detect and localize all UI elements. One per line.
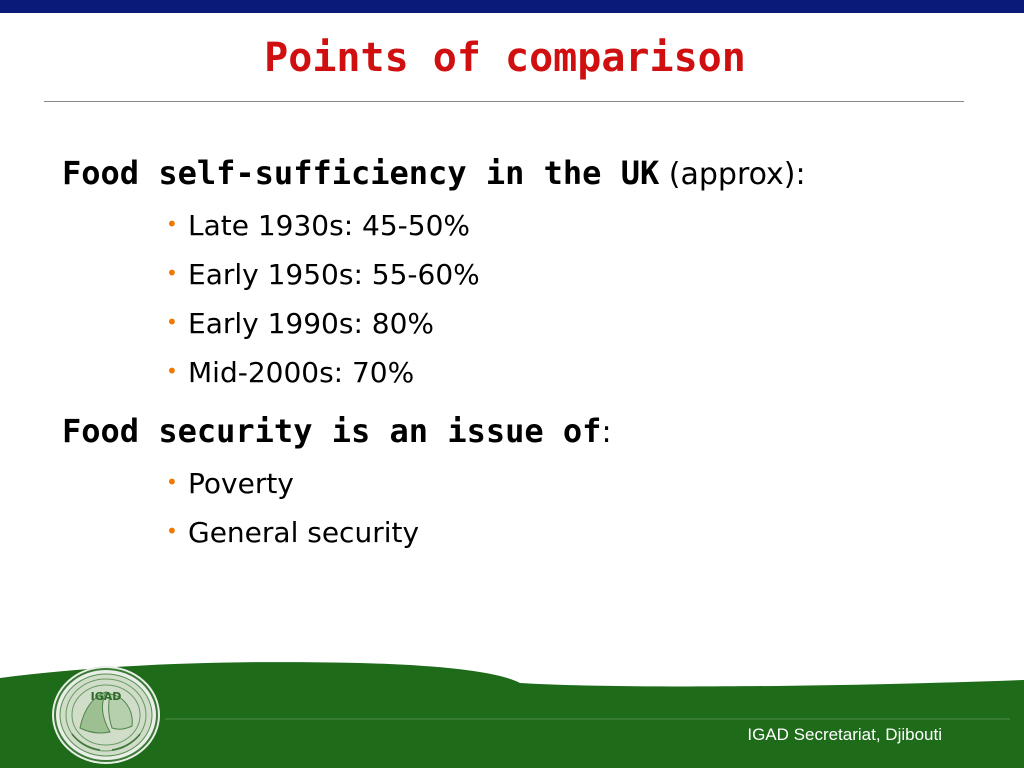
list-item-text: Early 1950s: 55-60% (188, 258, 480, 291)
list-item-text: Early 1990s: 80% (188, 307, 435, 340)
self-sufficiency-list: • Late 1930s: 45-50% • Early 1950s: 55-60%… (62, 201, 982, 397)
list-item: • General security (166, 508, 982, 557)
list-item: • Poverty (166, 459, 982, 508)
list-item-text: Poverty (188, 467, 294, 500)
bullet-icon: • (166, 470, 178, 494)
list-item-text: Late 1930s: 45-50% (188, 209, 471, 242)
section-heading-self-sufficiency: Food self-sufficiency in the UK (approx)… (62, 147, 982, 199)
slide-title: Points of comparison (264, 35, 746, 81)
list-item: • Late 1930s: 45-50% (166, 201, 982, 250)
list-item: • Early 1950s: 55-60% (166, 250, 982, 299)
bullet-icon: • (166, 359, 178, 383)
bullet-icon: • (166, 310, 178, 334)
section-heading-suffix: (approx): (659, 157, 806, 192)
bullet-icon: • (166, 519, 178, 543)
list-item-text: Mid-2000s: 70% (188, 356, 415, 389)
food-security-list: • Poverty • General security (62, 459, 982, 557)
title-divider (44, 101, 964, 102)
list-item: • Mid-2000s: 70% (166, 348, 982, 397)
top-bar (0, 0, 1024, 13)
list-item: • Early 1990s: 80% (166, 299, 982, 348)
bullet-icon: • (166, 212, 178, 236)
list-item-text: General security (188, 516, 420, 549)
footer-text: IGAD Secretariat, Djibouti (747, 725, 942, 744)
seal-emblem-text: IGAD (91, 690, 122, 703)
section-heading-strong: Food security is an issue of (62, 412, 602, 450)
slide-content: Food self-sufficiency in the UK (approx)… (62, 147, 982, 557)
bullet-icon: • (166, 261, 178, 285)
section-heading-food-security: Food security is an issue of: (62, 405, 982, 457)
footer-band (0, 662, 1024, 768)
igad-seal-icon: IGAD (52, 666, 160, 764)
section-heading-suffix: : (601, 415, 612, 450)
section-heading-strong: Food self-sufficiency in the UK (62, 154, 660, 192)
